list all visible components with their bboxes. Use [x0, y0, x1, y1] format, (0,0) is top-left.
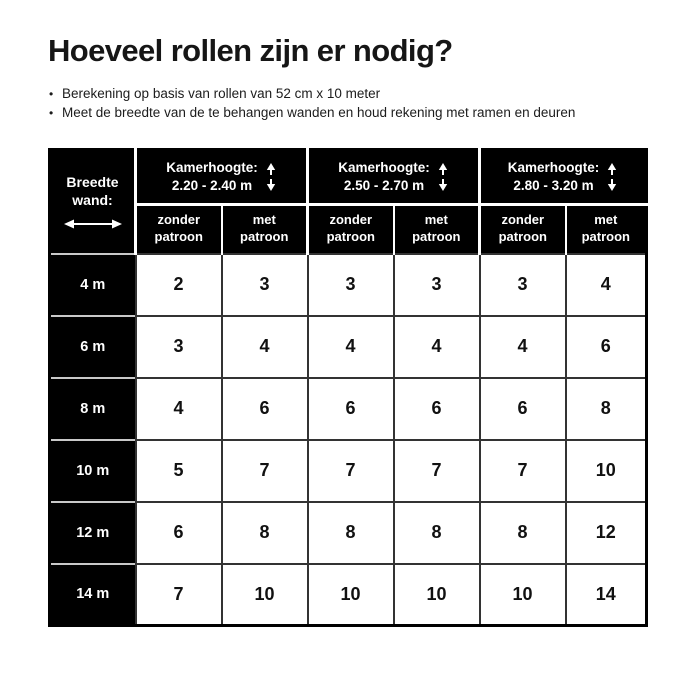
- cell-value: 8: [220, 500, 309, 565]
- subheader-zonder-patroon: zonder patroon: [478, 204, 566, 254]
- group-title: Kamerhoogte:: [166, 160, 258, 176]
- subheader-zonder-patroon: zonder patroon: [306, 204, 394, 254]
- cell-value: 3: [306, 252, 395, 317]
- table-row: 14 m 7 10 10 10 10 14: [49, 562, 648, 627]
- subheader-met-patroon: met patroon: [392, 204, 480, 254]
- subheader-met-patroon: met patroon: [564, 204, 647, 254]
- rolls-needed-table: Breedte wand: Kamerhoogte: 2.20 - 2.40 m: [48, 148, 648, 627]
- subheader-zonder-patroon: zonder patroon: [134, 204, 222, 254]
- cell-value: 4: [392, 314, 481, 379]
- group-range: 2.80 - 3.20 m: [513, 178, 594, 193]
- cell-value: 3: [220, 252, 309, 317]
- cell-value: 2: [134, 252, 223, 317]
- cell-value: 6: [220, 376, 309, 441]
- cell-value: 12: [564, 500, 648, 565]
- cell-value: 3: [392, 252, 481, 317]
- row-label: 10 m: [49, 438, 136, 502]
- row-label: 6 m: [49, 314, 136, 378]
- bullet-list: Berekening op basis van rollen van 52 cm…: [48, 85, 575, 122]
- table-row: 4 m 2 3 3 3 3 4: [49, 252, 648, 317]
- up-down-arrow-icon: [608, 163, 617, 191]
- cell-value: 10: [564, 438, 648, 503]
- group-header-3: Kamerhoogte: 2.80 - 3.20 m: [478, 149, 647, 206]
- bullet-item: Berekening op basis van rollen van 52 cm…: [48, 85, 575, 104]
- table-row: 6 m 3 4 4 4 4 6: [49, 314, 648, 379]
- up-down-arrow-icon: [266, 163, 275, 191]
- table-row: 12 m 6 8 8 8 8 12: [49, 500, 648, 565]
- group-header-1: Kamerhoogte: 2.20 - 2.40 m: [133, 149, 308, 206]
- cell-value: 10: [478, 562, 567, 627]
- row-label: 12 m: [49, 500, 136, 564]
- group-range: 2.20 - 2.40 m: [171, 178, 253, 193]
- group-title: Kamerhoogte:: [507, 160, 600, 176]
- cell-value: 14: [564, 562, 648, 627]
- up-down-arrow-icon: [438, 163, 447, 191]
- cell-value: 4: [478, 314, 567, 379]
- page-title: Hoeveel rollen zijn er nodig?: [48, 33, 453, 68]
- cell-value: 3: [134, 314, 223, 379]
- cell-value: 10: [392, 562, 481, 627]
- group-title: Kamerhoogte:: [338, 160, 430, 176]
- cell-value: 6: [306, 376, 395, 441]
- corner-header-label: Breedte wand:: [66, 174, 119, 209]
- cell-value: 7: [306, 438, 395, 503]
- cell-value: 4: [564, 252, 648, 317]
- cell-value: 6: [134, 500, 223, 565]
- cell-value: 7: [478, 438, 567, 503]
- group-range: 2.50 - 2.70 m: [343, 178, 425, 193]
- row-label: 4 m: [49, 252, 136, 316]
- table-row: 8 m 4 6 6 6 6 8: [49, 376, 648, 441]
- cell-value: 4: [134, 376, 223, 441]
- cell-value: 7: [220, 438, 309, 503]
- cell-value: 7: [134, 562, 223, 627]
- left-right-arrow-icon: [63, 219, 122, 229]
- row-label: 8 m: [49, 376, 136, 440]
- cell-value: 6: [478, 376, 567, 441]
- cell-value: 8: [564, 376, 648, 441]
- cell-value: 8: [478, 500, 567, 565]
- cell-value: 4: [306, 314, 395, 379]
- bullet-item: Meet de breedte van de te behangen wande…: [48, 104, 575, 123]
- cell-value: 6: [392, 376, 481, 441]
- cell-value: 4: [220, 314, 309, 379]
- cell-value: 8: [392, 500, 481, 565]
- cell-value: 6: [564, 314, 648, 379]
- cell-value: 3: [478, 252, 567, 317]
- subheader-met-patroon: met patroon: [220, 204, 308, 254]
- cell-value: 7: [392, 438, 481, 503]
- cell-value: 5: [134, 438, 223, 503]
- cell-value: 10: [220, 562, 309, 627]
- corner-header: Breedte wand:: [49, 149, 137, 254]
- cell-value: 8: [306, 500, 395, 565]
- row-label: 14 m: [49, 562, 136, 626]
- group-header-2: Kamerhoogte: 2.50 - 2.70 m: [306, 149, 480, 206]
- table-row: 10 m 5 7 7 7 7 10: [49, 438, 648, 503]
- cell-value: 10: [306, 562, 395, 627]
